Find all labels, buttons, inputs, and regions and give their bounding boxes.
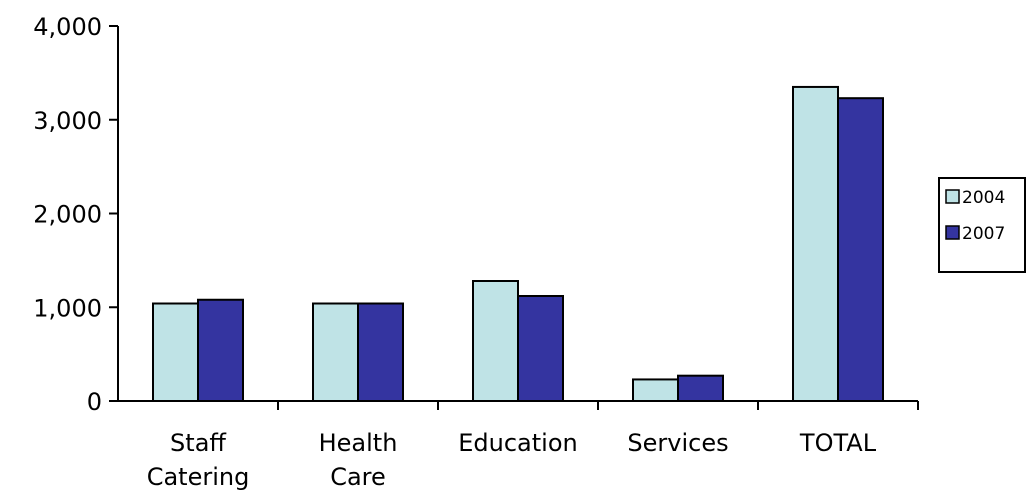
legend-label: 2007 [962, 224, 1005, 244]
bar-2007 [197, 298, 244, 402]
x-category-label: TOTAL [799, 429, 877, 457]
y-tick-label: 4,000 [33, 13, 102, 41]
y-tick-label: 0 [87, 388, 102, 416]
bar-2007 [357, 302, 404, 402]
y-tick-label: 3,000 [33, 107, 102, 135]
x-category-label: Education [458, 429, 577, 457]
bar-2007 [517, 295, 564, 402]
y-tick-label: 1,000 [33, 294, 102, 322]
legend-swatch-2004 [945, 189, 960, 204]
bar-2004 [312, 302, 359, 402]
bars [152, 85, 884, 402]
x-category-label: Care [330, 463, 386, 491]
x-category-label: Services [627, 429, 728, 457]
x-category-label: Catering [147, 463, 250, 491]
y-tick-label: 2,000 [33, 201, 102, 229]
legend: 2004 2007 [938, 177, 1026, 273]
bar-2004 [632, 378, 679, 402]
bar-2007 [837, 97, 884, 402]
legend-label: 2004 [962, 188, 1005, 208]
bar-2004 [792, 85, 839, 402]
y-axis-ticks: 0 1,000 2,000 3,000 4,000 [33, 13, 118, 416]
bar-2004 [152, 302, 199, 402]
x-axis-ticks: Staff Catering Health Care Education Services… [147, 401, 919, 491]
x-category-label: Staff [170, 429, 226, 457]
x-category-label: Health [319, 429, 398, 457]
legend-swatch-2007 [945, 225, 960, 240]
bar-2007 [677, 374, 724, 402]
bar-2004 [472, 280, 519, 402]
